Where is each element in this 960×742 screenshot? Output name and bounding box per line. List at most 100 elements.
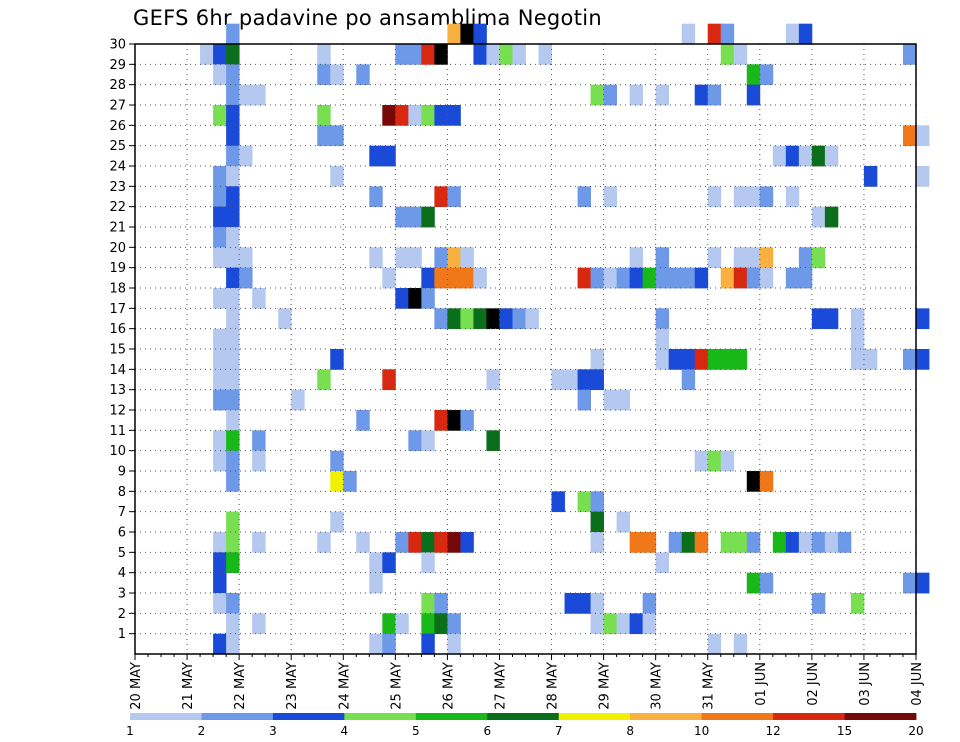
heatmap-cell (369, 186, 383, 208)
heatmap-cell (213, 450, 227, 472)
heatmap-cell (916, 308, 930, 330)
x-tick-label: 20 MAY (129, 662, 144, 710)
heatmap-cell (252, 450, 266, 472)
colorbar-level-label: 12 (765, 724, 780, 738)
heatmap-cell (447, 532, 461, 553)
heatmap-cell (213, 593, 227, 614)
heatmap-cell (902, 349, 917, 370)
heatmap-cell (798, 267, 813, 289)
heatmap-cell (824, 532, 839, 553)
heatmap-cell (460, 267, 474, 289)
heatmap-cell (668, 349, 683, 370)
heatmap-cell (343, 471, 357, 492)
heatmap-cell (213, 227, 227, 248)
heatmap-cell (434, 105, 448, 126)
colorbar-swatch (201, 713, 274, 720)
heatmap-cell (226, 511, 240, 533)
heatmap-cell (213, 105, 227, 126)
heatmap-cell (226, 552, 240, 574)
y-tick-label: 10 (109, 444, 126, 459)
heatmap-cell (421, 44, 435, 65)
heatmap-cell (330, 125, 344, 147)
heatmap-cell (213, 288, 227, 309)
heatmap-cell (239, 267, 253, 289)
heatmap-cell (811, 247, 826, 269)
heatmap-cell (577, 389, 591, 411)
heatmap-cell (642, 593, 657, 614)
heatmap-cell (590, 532, 604, 553)
heatmap-cell (421, 633, 435, 655)
x-tick-label: 01 JUN (754, 662, 769, 706)
heatmap-cell (707, 186, 722, 208)
x-tick-label: 29 MAY (598, 662, 613, 710)
heatmap-cell (486, 430, 500, 452)
heatmap-cell (655, 328, 670, 350)
colorbar-swatch (630, 713, 703, 720)
heatmap-cell (200, 44, 214, 65)
colorbar-level-label: 20 (908, 724, 923, 738)
heatmap-cell (811, 308, 826, 330)
heatmap-cell (213, 430, 227, 452)
heatmap-cell (447, 105, 461, 126)
heatmap-cell (421, 267, 435, 289)
heatmap-cell (291, 389, 305, 411)
heatmap-cell (850, 349, 865, 370)
heatmap-cell (720, 44, 735, 65)
heatmap-cell (382, 552, 396, 574)
heatmap-cell (694, 532, 709, 553)
heatmap-cells (200, 23, 930, 655)
heatmap-cell (733, 186, 748, 208)
y-tick-label: 14 (109, 363, 126, 378)
heatmap-cell (655, 308, 670, 330)
heatmap-cell (226, 288, 240, 309)
heatmap-cell (590, 267, 604, 289)
heatmap-cell (616, 613, 631, 635)
colorbar-level-label: 6 (483, 724, 491, 738)
heatmap-cell (395, 288, 409, 309)
y-tick-label: 25 (109, 139, 126, 154)
heatmap-cell (447, 247, 461, 269)
heatmap-cell (395, 206, 409, 228)
x-tick-label: 25 MAY (389, 662, 404, 710)
heatmap-cell (590, 84, 604, 106)
heatmap-cell (395, 613, 409, 635)
heatmap-cell (447, 410, 461, 431)
heatmap-cell (629, 613, 644, 635)
heatmap-cell (408, 430, 422, 452)
heatmap-cell (213, 349, 227, 370)
y-tick-label: 30 (109, 38, 126, 53)
heatmap-cell (902, 44, 917, 65)
x-tick-label: 23 MAY (285, 662, 300, 710)
heatmap-cell (772, 532, 787, 553)
heatmap-cell (733, 349, 748, 370)
heatmap-cell (564, 369, 578, 391)
heatmap-cell (317, 64, 331, 86)
heatmap-cell (213, 633, 227, 655)
heatmap-cell (317, 125, 331, 147)
heatmap-cell (226, 328, 240, 350)
heatmap-cell (395, 105, 409, 126)
heatmap-cell (226, 145, 240, 167)
heatmap-cell (629, 84, 644, 106)
heatmap-cell (447, 186, 461, 208)
heatmap-cell (759, 247, 774, 269)
heatmap-cell (460, 308, 474, 330)
heatmap-cell (499, 308, 513, 330)
heatmap-cell (707, 23, 722, 45)
heatmap-cell (213, 247, 227, 269)
heatmap-cell (642, 267, 657, 289)
heatmap-cell (226, 410, 240, 431)
heatmap-cell (356, 410, 370, 431)
heatmap-cell (720, 349, 735, 370)
colorbar-level-label: 4 (341, 724, 349, 738)
heatmap-cell (733, 267, 748, 289)
chart-grid (135, 44, 916, 654)
heatmap-cell (408, 247, 422, 269)
heatmap-cell (681, 23, 696, 45)
heatmap-cell (382, 105, 396, 126)
heatmap-cell (629, 267, 644, 289)
heatmap-cell (395, 532, 409, 553)
colorbar-level-label: 3 (269, 724, 277, 738)
heatmap-cell (213, 532, 227, 553)
heatmap-cell (434, 308, 448, 330)
